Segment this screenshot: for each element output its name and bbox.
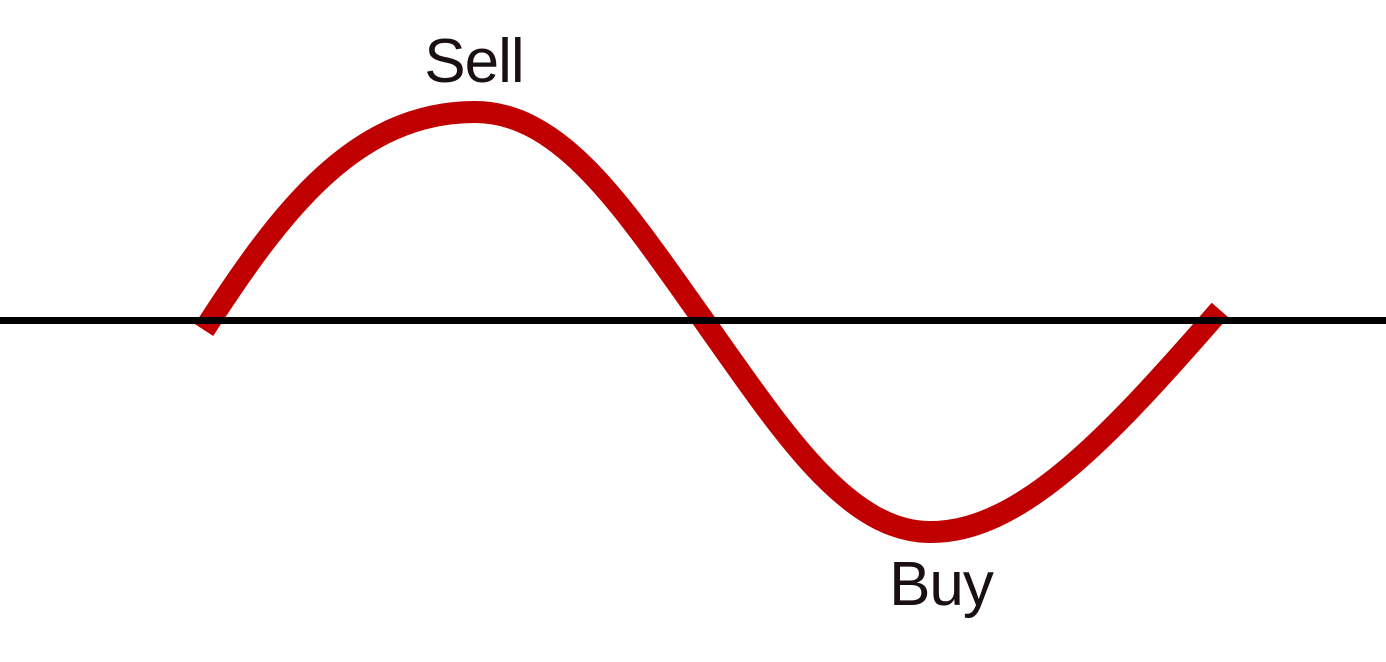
sell-label: Sell [424,27,523,96]
buy-label: Buy [889,550,994,619]
